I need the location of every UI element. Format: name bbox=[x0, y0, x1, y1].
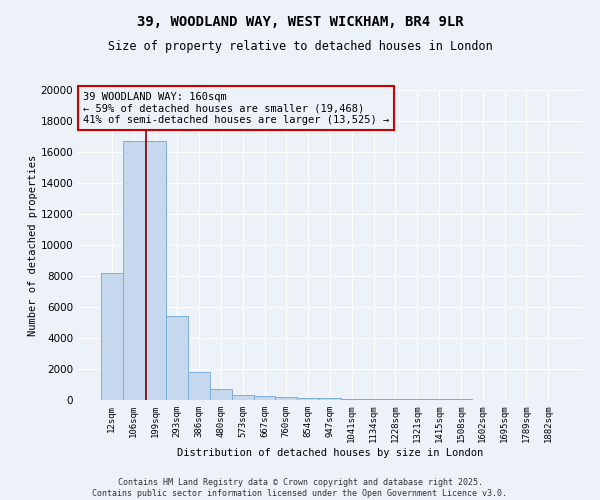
Bar bbox=[123, 141, 145, 400]
X-axis label: Distribution of detached houses by size in London: Distribution of detached houses by size … bbox=[177, 448, 483, 458]
Bar bbox=[341, 398, 363, 400]
Text: Contains HM Land Registry data © Crown copyright and database right 2025.
Contai: Contains HM Land Registry data © Crown c… bbox=[92, 478, 508, 498]
Bar bbox=[275, 397, 297, 400]
Bar bbox=[254, 396, 275, 400]
Bar bbox=[166, 316, 188, 400]
Text: 39 WOODLAND WAY: 160sqm
← 59% of detached houses are smaller (19,468)
41% of sem: 39 WOODLAND WAY: 160sqm ← 59% of detache… bbox=[83, 92, 389, 124]
Bar bbox=[188, 372, 210, 400]
Bar bbox=[319, 398, 341, 400]
Bar bbox=[101, 273, 123, 400]
Bar bbox=[363, 399, 385, 400]
Y-axis label: Number of detached properties: Number of detached properties bbox=[28, 154, 38, 336]
Bar bbox=[210, 389, 232, 400]
Text: Size of property relative to detached houses in London: Size of property relative to detached ho… bbox=[107, 40, 493, 53]
Bar bbox=[406, 399, 428, 400]
Bar bbox=[145, 141, 166, 400]
Text: 39, WOODLAND WAY, WEST WICKHAM, BR4 9LR: 39, WOODLAND WAY, WEST WICKHAM, BR4 9LR bbox=[137, 15, 463, 29]
Bar bbox=[385, 399, 406, 400]
Bar bbox=[232, 394, 254, 400]
Bar bbox=[297, 398, 319, 400]
